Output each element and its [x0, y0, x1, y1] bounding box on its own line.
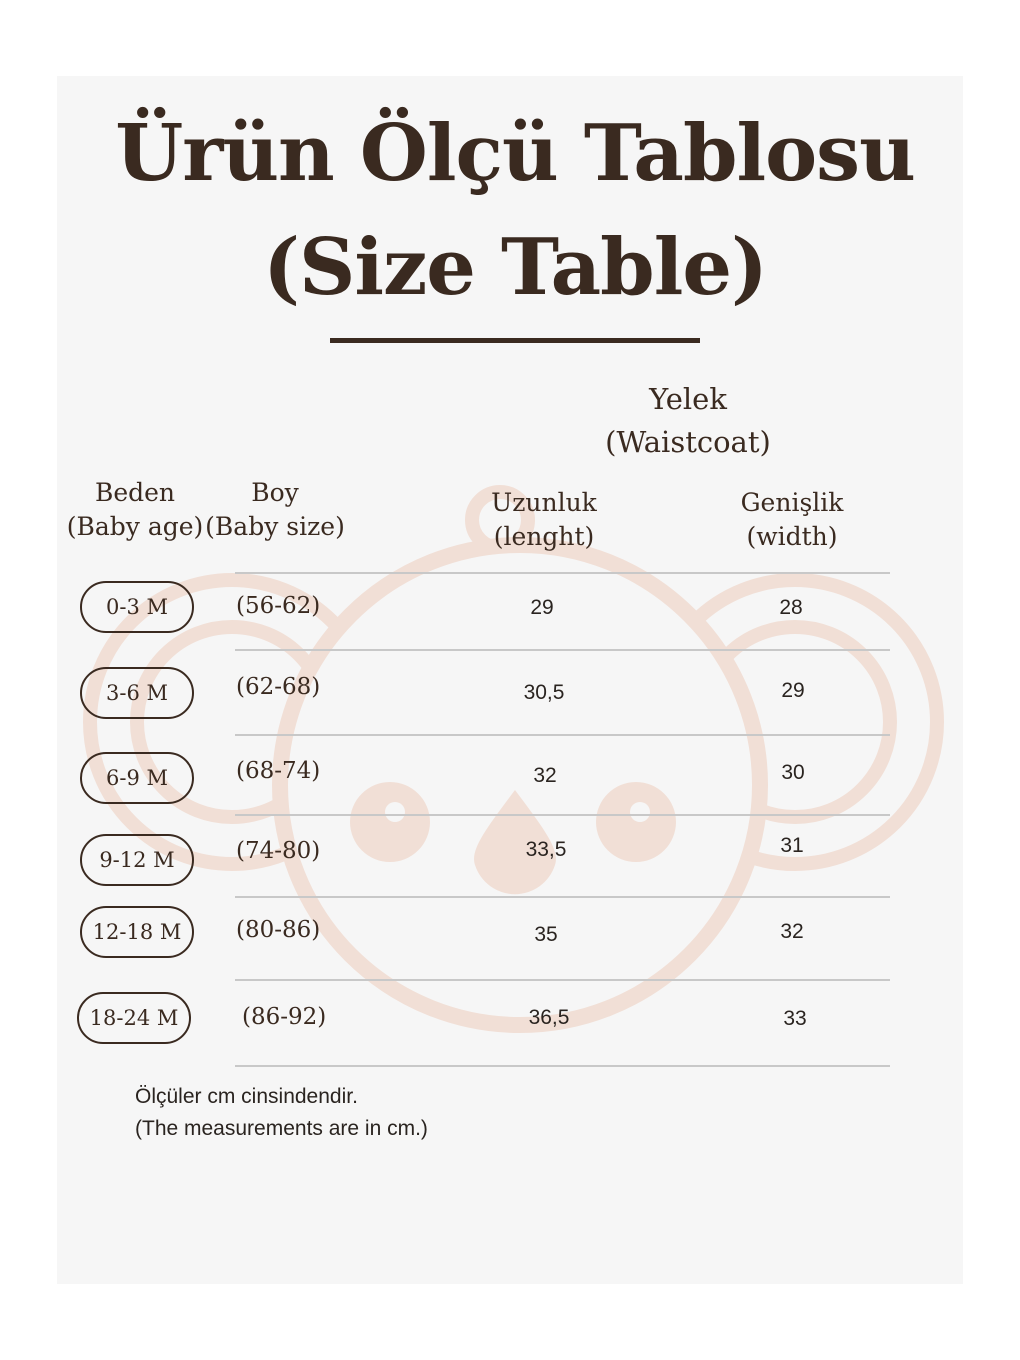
- age-badge: 3-6 M: [80, 667, 194, 719]
- col-sublabel: (lenght): [493, 522, 595, 551]
- col-header-size: Boy (Baby size): [200, 476, 350, 544]
- age-badge: 9-12 M: [80, 834, 194, 886]
- length-cell: 36,5: [528, 1006, 570, 1029]
- length-cell: 29: [530, 596, 554, 619]
- col-sublabel: (Baby age): [66, 512, 204, 541]
- page-subtitle: (Size Table): [263, 222, 768, 313]
- units-note-en: (The measurements are in cm.): [135, 1117, 428, 1140]
- title-divider: [330, 338, 700, 343]
- size-cell: (68-74): [236, 758, 321, 784]
- col-sublabel: (Baby size): [205, 512, 345, 541]
- length-cell: 33,5: [525, 838, 567, 861]
- col-label: Genişlik: [740, 488, 844, 517]
- width-cell: 32: [780, 920, 804, 943]
- col-label: Beden: [94, 478, 176, 507]
- length-cell: 32: [533, 764, 557, 787]
- col-label: Uzunluk: [491, 488, 597, 517]
- page-title: Ürün Ölçü Tablosu: [115, 108, 916, 199]
- length-cell: 30,5: [523, 681, 565, 704]
- row-divider: [235, 572, 890, 574]
- product-header: Yelek (Waistcoat): [588, 378, 788, 464]
- row-divider: [235, 734, 890, 736]
- row-divider: [235, 896, 890, 898]
- col-header-age: Beden (Baby age): [60, 476, 210, 544]
- row-divider: [235, 979, 890, 981]
- row-divider: [235, 1065, 890, 1067]
- width-cell: 28: [779, 596, 803, 619]
- size-cell: (74-80): [236, 838, 321, 864]
- row-divider: [235, 814, 890, 816]
- product-name: Yelek: [649, 382, 727, 416]
- size-cell: (56-62): [236, 593, 321, 619]
- age-badge: 12-18 M: [80, 906, 194, 958]
- age-badge: 18-24 M: [77, 992, 191, 1044]
- width-cell: 30: [781, 761, 805, 784]
- col-header-length: Uzunluk (lenght): [469, 486, 619, 554]
- age-badge: 0-3 M: [80, 581, 194, 633]
- col-label: Boy: [251, 478, 299, 507]
- width-cell: 29: [781, 679, 805, 702]
- row-divider: [235, 649, 890, 651]
- age-badge: 6-9 M: [80, 752, 194, 804]
- length-cell: 35: [534, 923, 558, 946]
- product-name-en: (Waistcoat): [605, 425, 771, 459]
- size-cell: (62-68): [236, 674, 321, 700]
- col-header-width: Genişlik (width): [717, 486, 867, 554]
- size-cell: (80-86): [236, 917, 321, 943]
- col-sublabel: (width): [746, 522, 838, 551]
- size-cell: (86-92): [242, 1004, 327, 1030]
- units-note: Ölçüler cm cinsindendir.: [135, 1085, 358, 1108]
- width-cell: 31: [780, 834, 804, 857]
- width-cell: 33: [783, 1007, 807, 1030]
